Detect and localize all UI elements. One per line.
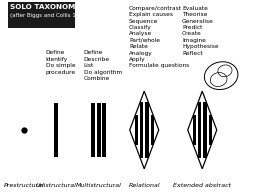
Bar xyxy=(91,103,95,157)
Text: SOLO TAXONOMY: SOLO TAXONOMY xyxy=(10,4,80,10)
Text: Multistructural: Multistructural xyxy=(76,183,122,188)
Text: Unistructural: Unistructural xyxy=(35,183,76,188)
Bar xyxy=(54,103,58,157)
Text: Extended abstract: Extended abstract xyxy=(173,183,231,188)
Text: Compare/contrast
Explain causes
Sequence
Classify
Analyse
Part/whole
Relate
Anal: Compare/contrast Explain causes Sequence… xyxy=(129,6,189,68)
Bar xyxy=(203,102,206,158)
Bar xyxy=(8,2,75,28)
Bar xyxy=(145,102,148,158)
Text: (after Biggs and Collis 1982): (after Biggs and Collis 1982) xyxy=(10,13,88,18)
Text: Define
Describe
List
Do algorithm
Combine: Define Describe List Do algorithm Combin… xyxy=(84,50,122,81)
Text: Relational: Relational xyxy=(128,183,160,188)
Bar xyxy=(150,114,154,146)
Bar xyxy=(97,103,101,157)
Bar xyxy=(103,103,106,157)
Bar xyxy=(193,114,196,146)
Bar xyxy=(208,114,212,146)
Bar xyxy=(140,102,143,158)
Bar xyxy=(198,102,201,158)
Text: Prestructural: Prestructural xyxy=(4,183,44,188)
Bar xyxy=(135,114,138,146)
Text: Evaluate
Theorise
Generalise
Predict
Create
Imagine
Hypothesise
Reflect: Evaluate Theorise Generalise Predict Cre… xyxy=(182,6,219,56)
Text: Define
Identify
Do simple
procedure: Define Identify Do simple procedure xyxy=(46,50,76,75)
